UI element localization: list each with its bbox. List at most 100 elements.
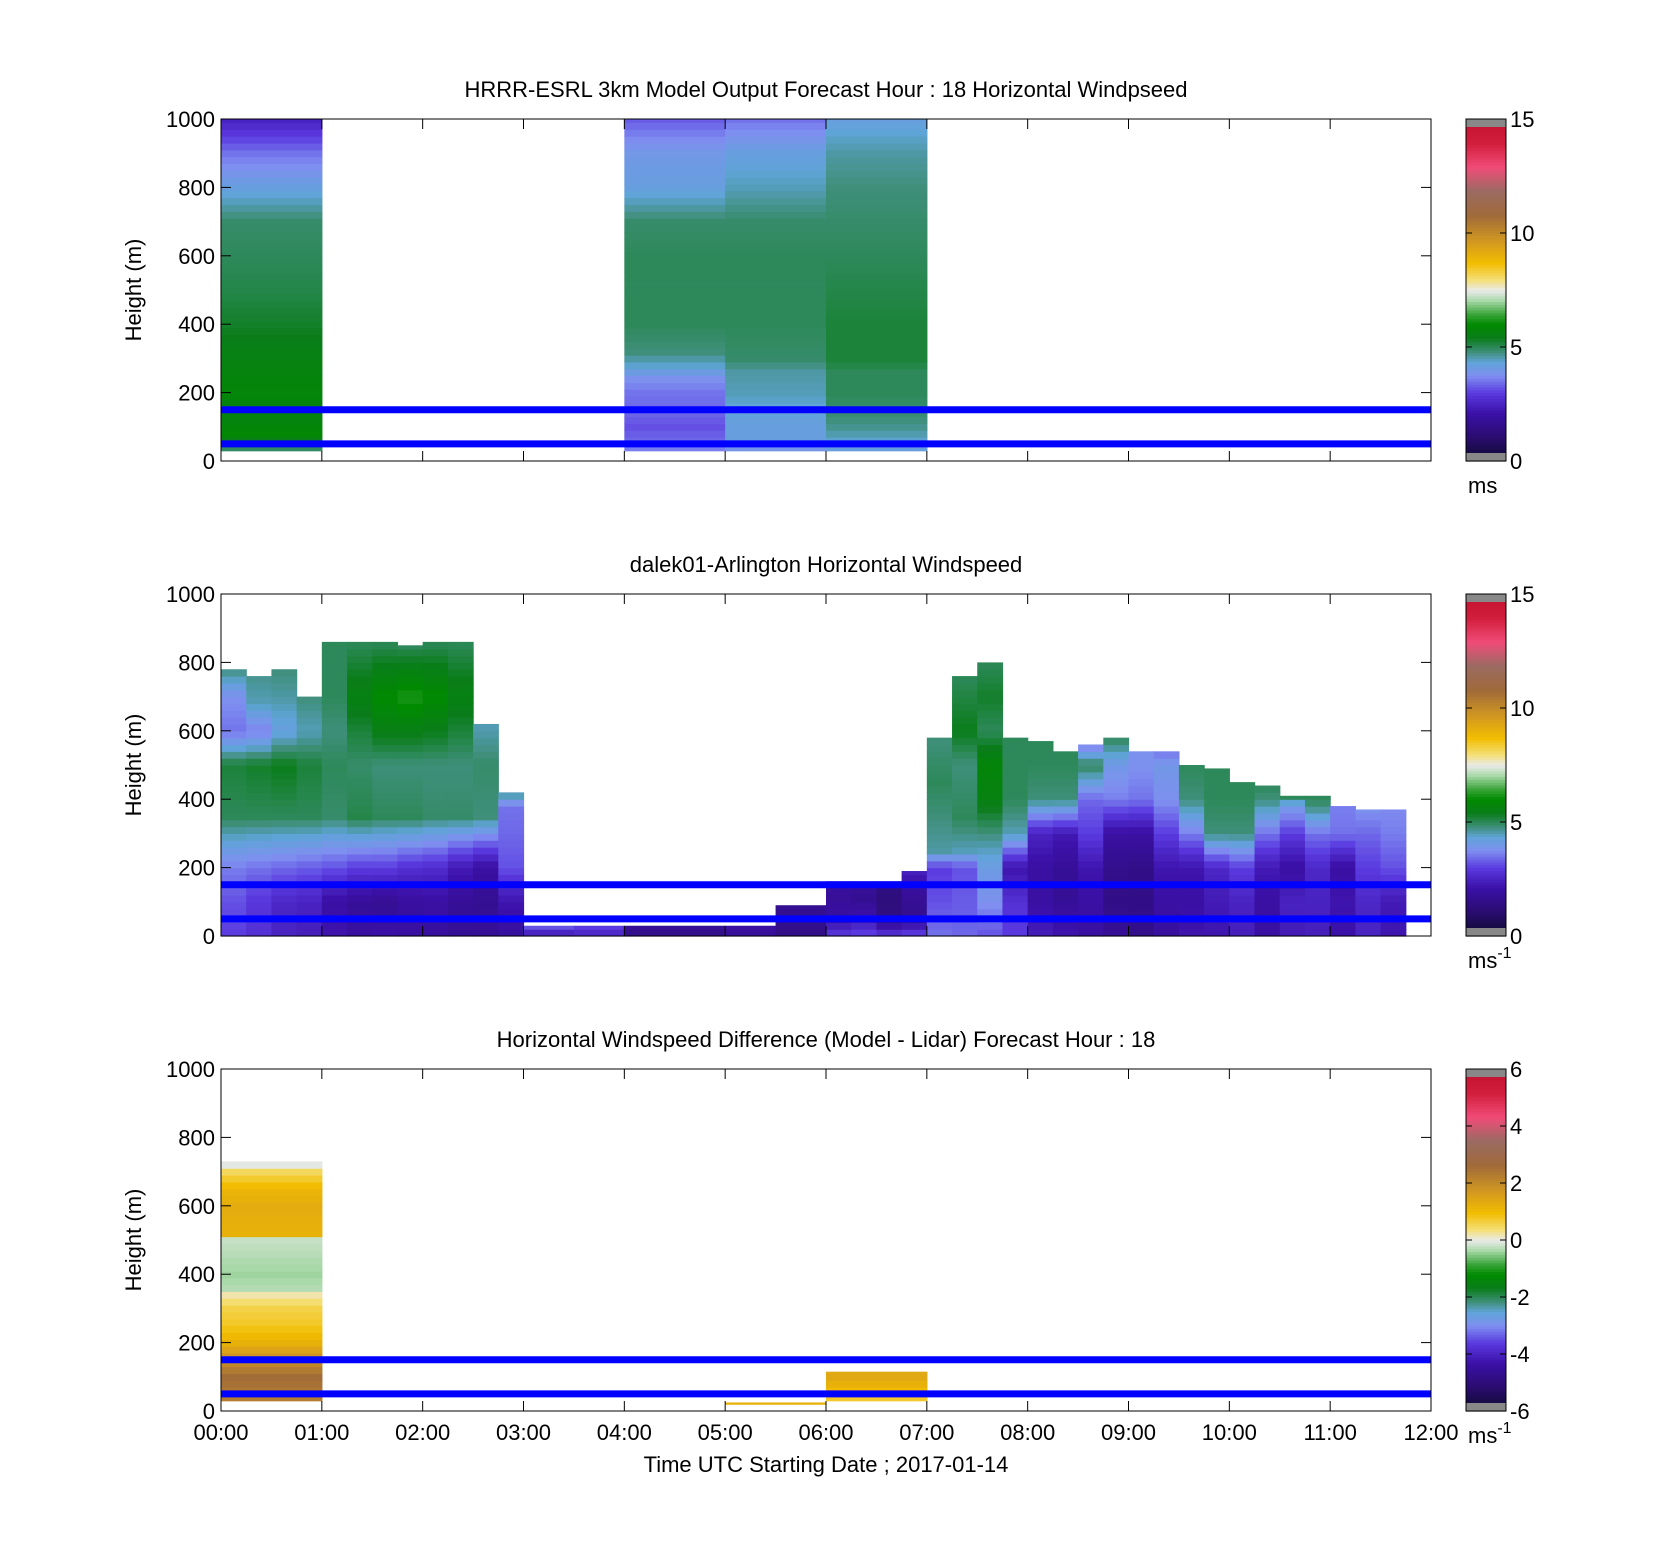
heatmap-cell — [1103, 874, 1130, 882]
heatmap-cell — [1027, 785, 1054, 793]
heatmap-cell — [1103, 744, 1130, 752]
colorbar-step — [1466, 1368, 1506, 1372]
heatmap-cell — [1279, 922, 1306, 930]
heatmap-cell — [1254, 792, 1281, 800]
colorbar-step — [1466, 1103, 1506, 1107]
heatmap-cell — [296, 908, 323, 917]
heatmap-cell — [473, 799, 499, 807]
heatmap-cell — [1128, 751, 1155, 759]
heatmap-cell — [1279, 826, 1306, 834]
heatmap-cell — [624, 416, 726, 424]
heatmap-cell — [851, 901, 878, 910]
colorbar-step — [1466, 235, 1506, 240]
colorbar-step — [1466, 921, 1506, 926]
heatmap-cell — [1229, 888, 1256, 896]
heatmap-cell — [573, 929, 625, 937]
heatmap-cell — [1103, 765, 1130, 773]
heatmap-cell — [1254, 901, 1281, 910]
heatmap-cell — [221, 908, 247, 917]
colorbar-step — [1466, 409, 1506, 414]
colorbar-step — [1466, 702, 1506, 706]
heatmap-cell — [221, 313, 323, 322]
heatmap-cell — [1380, 847, 1407, 855]
colorbar-step — [1466, 1222, 1506, 1227]
heatmap-cell — [725, 156, 827, 165]
heatmap-cell — [221, 840, 247, 848]
heatmap-cell — [372, 730, 399, 739]
heatmap-cell — [271, 785, 298, 793]
heatmap-cell — [447, 819, 474, 828]
heatmap-cell — [447, 751, 474, 759]
heatmap-cell — [624, 327, 726, 336]
heatmap-cell — [1279, 888, 1306, 896]
heatmap-cell — [725, 320, 827, 329]
heatmap-cell — [1103, 929, 1130, 937]
heatmap-cell — [1330, 867, 1356, 876]
heatmap-cell — [372, 860, 399, 869]
heatmap-cell — [725, 430, 827, 438]
heatmap-cell — [1229, 799, 1256, 807]
heatmap-cell — [1229, 908, 1256, 917]
heatmap-cell — [347, 723, 373, 732]
heatmap-cell — [397, 860, 424, 869]
colorbar-step — [1466, 796, 1506, 800]
heatmap-cell — [221, 1346, 323, 1354]
heatmap-cell — [397, 730, 424, 739]
heatmap-cell — [221, 929, 247, 937]
heatmap-cell — [1153, 785, 1180, 793]
heatmap-cell — [271, 730, 298, 739]
heatmap-cell — [977, 758, 1004, 766]
colorbar-step — [1466, 1154, 1506, 1158]
heatmap-cell — [826, 183, 928, 192]
heatmap-cell — [1052, 922, 1079, 930]
heatmap-cell — [347, 908, 373, 917]
heatmap-cell — [1153, 908, 1180, 917]
colorbar-step — [1466, 673, 1506, 678]
heatmap-cell — [473, 922, 499, 930]
heatmap-cell — [977, 908, 1004, 917]
heatmap-cell — [1027, 922, 1054, 930]
heatmap-cell — [826, 307, 928, 315]
colorbar-step — [1466, 727, 1506, 732]
heatmap-cell — [1002, 867, 1029, 876]
heatmap-cell — [1330, 922, 1356, 930]
heatmap-cell — [347, 894, 373, 903]
colorbar-step — [1466, 1388, 1506, 1392]
heatmap-cell — [321, 792, 348, 800]
colorbar-step — [1466, 281, 1506, 285]
heatmap-cell — [1027, 812, 1054, 821]
heatmap-cell — [1078, 758, 1104, 766]
colorbar-step — [1466, 426, 1506, 431]
heatmap-cell — [977, 703, 1004, 711]
colorbar-step — [1466, 1217, 1506, 1221]
colorbar-step — [1466, 1200, 1506, 1204]
heatmap-cell — [624, 225, 726, 233]
colorbar-step — [1466, 1086, 1506, 1090]
colorbar-step — [1466, 335, 1506, 340]
heatmap-cell — [826, 929, 852, 937]
heatmap-cell — [347, 737, 373, 746]
heatmap-cell — [422, 894, 449, 903]
heatmap-cell — [473, 819, 499, 828]
heatmap-cell — [1204, 768, 1230, 773]
heatmap-cell — [246, 689, 273, 698]
heatmap-cell — [447, 840, 474, 848]
colorbar-step — [1466, 1362, 1506, 1366]
heatmap-cell — [1128, 908, 1155, 917]
heatmap-cell — [321, 758, 348, 766]
heatmap-cell — [422, 840, 449, 848]
heatmap-cell — [725, 286, 827, 295]
heatmap-cell — [1002, 785, 1029, 793]
heatmap-cell — [1254, 785, 1281, 793]
heatmap-cell — [952, 717, 978, 725]
heatmap-cell — [246, 867, 273, 876]
heatmap-cell — [952, 894, 978, 903]
heatmap-cell — [221, 792, 247, 800]
heatmap-cell — [221, 730, 247, 739]
heatmap-cell — [1103, 847, 1130, 855]
heatmap-cell — [473, 778, 499, 787]
colorbar-step — [1466, 272, 1506, 277]
heatmap-cell — [296, 771, 323, 780]
heatmap-cell — [447, 676, 474, 684]
